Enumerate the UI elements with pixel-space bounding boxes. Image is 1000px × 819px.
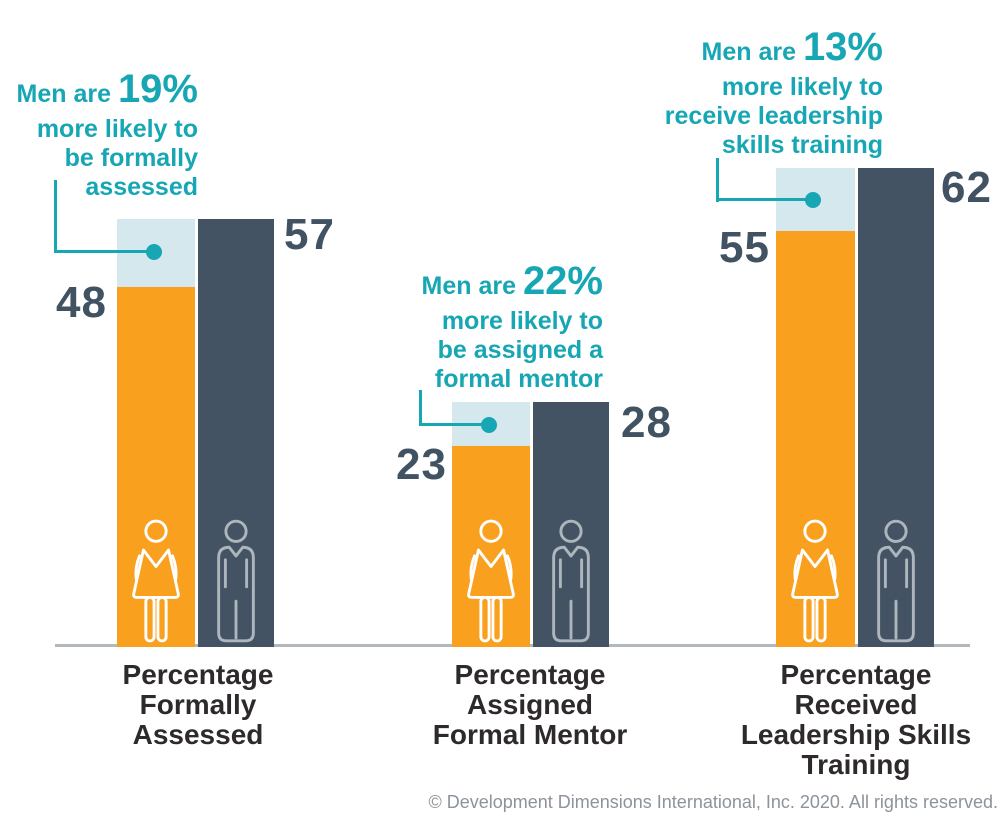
category-label-line: Percentage: [454, 659, 606, 690]
annotation-line: be assigned a: [437, 336, 603, 364]
women-value-assessed: 48: [56, 278, 107, 327]
women-value-training: 55: [719, 223, 770, 272]
woman-figure-icon: [786, 518, 844, 644]
women-value-mentor: 23: [396, 440, 447, 489]
connector-line: [54, 180, 57, 253]
men-bar-mentor: [533, 402, 609, 647]
category-label-training: Percentage Received Leadership Skills Tr…: [706, 660, 1000, 780]
annotation-line: Men are 19%: [0, 67, 199, 115]
men-value-assessed: 57: [284, 210, 335, 259]
annotation-line: more likely to: [721, 73, 883, 101]
annotation-training: Men are 13% more likely to receive leade…: [600, 26, 883, 160]
connector-dot: [805, 192, 821, 208]
woman-figure-icon: [462, 518, 520, 644]
annotation-assessed: Men are 19% more likely to be formally a…: [0, 67, 199, 202]
man-figure-icon: [209, 518, 263, 644]
category-label-line: Percentage: [780, 659, 932, 690]
annotation-prefix: Men are: [16, 80, 118, 108]
connector-dot: [481, 417, 497, 433]
annotation-percent: 13%: [802, 25, 883, 69]
connector-line: [716, 198, 813, 201]
men-bar-assessed: [198, 219, 274, 647]
annotation-line: be formally: [64, 144, 198, 172]
men-bar-training: [858, 168, 934, 647]
men-value-training: 62: [941, 163, 992, 212]
connector-dot: [146, 244, 162, 260]
connector-line: [54, 250, 154, 253]
category-label-line: Leadership Skills: [740, 719, 972, 750]
category-label-mentor: Percentage Assigned Formal Mentor: [390, 660, 670, 750]
women-bar-assessed: [117, 287, 195, 647]
women-bar-training: [776, 231, 855, 647]
category-label-assessed: Percentage Formally Assessed: [58, 660, 338, 750]
copyright-text: © Development Dimensions International, …: [428, 792, 998, 812]
category-label-line: Formally: [139, 689, 257, 720]
annotation-line: formal mentor: [434, 365, 603, 393]
man-figure-icon: [544, 518, 598, 644]
man-figure-icon: [869, 518, 923, 644]
category-label-line: Formal Mentor: [432, 719, 628, 750]
category-label-line: Assessed: [132, 719, 264, 750]
annotation-line: assessed: [85, 173, 198, 201]
annotation-line: more likely to: [36, 115, 198, 143]
annotation-prefix: Men are: [701, 38, 803, 66]
annotation-percent: 19%: [117, 67, 198, 111]
annotation-prefix: Men are: [421, 272, 523, 300]
annotation-line: Men are 13%: [600, 25, 884, 73]
annotation-line: more likely to: [441, 307, 603, 335]
men-value-mentor: 28: [621, 398, 672, 447]
category-label-line: Percentage: [122, 659, 274, 690]
connector-line: [716, 158, 719, 202]
category-label-line: Received: [794, 689, 918, 720]
connector-line: [419, 390, 422, 426]
women-bar-mentor: [452, 446, 530, 647]
annotation-percent: 22%: [522, 259, 603, 303]
category-label-line: Training: [801, 749, 911, 780]
woman-figure-icon: [127, 518, 185, 644]
annotation-line: receive leadership: [664, 102, 883, 130]
connector-line: [419, 423, 489, 426]
category-label-line: Assigned: [466, 689, 594, 720]
annotation-mentor: Men are 22% more likely to be assigned a…: [330, 259, 604, 394]
annotation-line: Men are 22%: [330, 259, 604, 307]
annotation-line: skills training: [721, 131, 883, 159]
